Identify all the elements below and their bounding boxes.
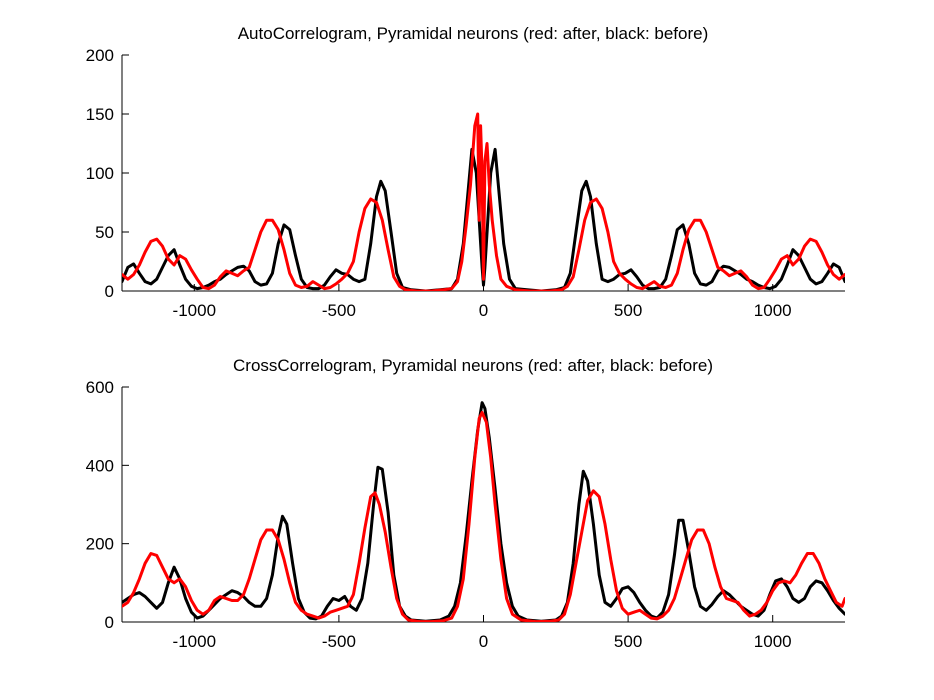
autocorrelogram-series-black	[122, 147, 845, 291]
crosscorrelogram-y-tick-label: 600	[86, 378, 114, 397]
crosscorrelogram-x-tick-label: 0	[479, 632, 488, 651]
autocorrelogram-x-tick-label: -1000	[173, 301, 216, 320]
crosscorrelogram-series	[122, 401, 845, 622]
autocorrelogram-y-tick-label: 200	[86, 46, 114, 65]
autocorrelogram-y-tick-label: 100	[86, 164, 114, 183]
crosscorrelogram-y-tick-label: 200	[86, 535, 114, 554]
autocorrelogram-series	[122, 112, 845, 291]
crosscorrelogram-x-tick-label: 500	[614, 632, 642, 651]
crosscorrelogram-y-tick-label: 0	[105, 613, 114, 632]
autocorrelogram-x-tick-label: -500	[322, 301, 356, 320]
autocorrelogram-x-tick-label: 1000	[754, 301, 792, 320]
autocorrelogram-x-tick-label: 0	[479, 301, 488, 320]
crosscorrelogram-axes: -1000 -500 0 500 1000 0 200 400 600	[86, 378, 845, 651]
crosscorrelogram-y-tick-label: 400	[86, 456, 114, 475]
autocorrelogram-y-tick-label: 50	[95, 223, 114, 242]
autocorrelogram-y-tick-label: 150	[86, 105, 114, 124]
crosscorrelogram-series-black	[122, 401, 845, 622]
crosscorrelogram-x-tick-label: -1000	[173, 632, 216, 651]
crosscorrelogram-series-red	[122, 411, 845, 622]
autocorrelogram-x-tick-label: 500	[614, 301, 642, 320]
crosscorrelogram-title: CrossCorrelogram, Pyramidal neurons (red…	[233, 356, 713, 375]
autocorrelogram-y-tick-label: 0	[105, 282, 114, 301]
autocorrelogram-series-red	[122, 112, 845, 291]
crosscorrelogram-panel: CrossCorrelogram, Pyramidal neurons (red…	[86, 356, 845, 651]
crosscorrelogram-x-tick-label: 1000	[754, 632, 792, 651]
autocorrelogram-panel: AutoCorrelogram, Pyramidal neurons (red:…	[86, 24, 845, 320]
crosscorrelogram-x-tick-label: -500	[322, 632, 356, 651]
autocorrelogram-axes: -1000 -500 0 500 1000 0 50 100 150 200	[86, 46, 845, 320]
autocorrelogram-title: AutoCorrelogram, Pyramidal neurons (red:…	[238, 24, 709, 43]
